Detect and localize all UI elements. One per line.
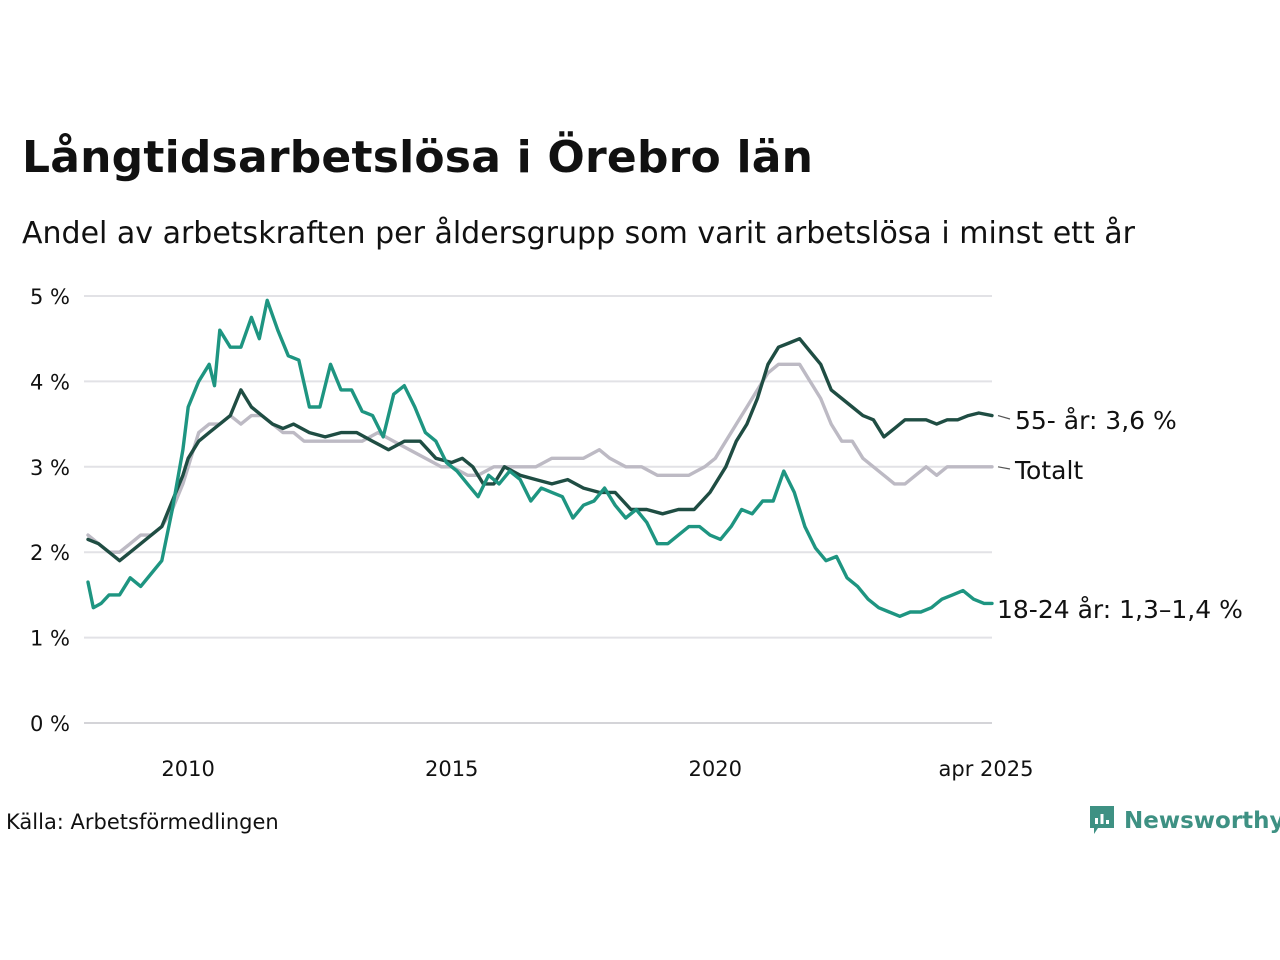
series-labels: Totalt 55- år: 3,6 % 18-24 år: 1,3–1,4 % bbox=[997, 406, 1243, 624]
y-tick-label: 4 % bbox=[30, 370, 70, 394]
series-line-2 bbox=[86, 298, 994, 618]
series-lines bbox=[86, 298, 994, 618]
series-label: 18-24 år: 1,3–1,4 % bbox=[997, 595, 1243, 624]
x-tick-label: 2010 bbox=[161, 757, 214, 781]
series-label-connector bbox=[997, 414, 1011, 420]
series-label-connector bbox=[997, 466, 1011, 470]
series-line-1 bbox=[86, 337, 994, 563]
y-axis-ticks: 0 % 1 % 2 % 3 % 4 % 5 % bbox=[30, 285, 70, 736]
x-axis-ticks: 2010 2015 2020 apr 2025 bbox=[161, 757, 1033, 781]
y-tick-label: 0 % bbox=[30, 712, 70, 736]
x-tick-label: 2015 bbox=[425, 757, 478, 781]
x-tick-label: 2020 bbox=[689, 757, 742, 781]
y-tick-label: 2 % bbox=[30, 541, 70, 565]
y-tick-label: 1 % bbox=[30, 627, 70, 651]
y-tick-label: 3 % bbox=[30, 456, 70, 480]
x-tick-label: apr 2025 bbox=[939, 757, 1034, 781]
source-note: Källa: Arbetsförmedlingen bbox=[6, 810, 279, 834]
brand-logo: Newsworthy bbox=[1088, 804, 1280, 838]
brand-name: Newsworthy bbox=[1124, 808, 1280, 834]
series-label: 55- år: 3,6 % bbox=[1015, 406, 1177, 435]
gridlines bbox=[84, 295, 992, 724]
series-label: Totalt bbox=[1014, 456, 1083, 485]
chart-title: Långtidsarbetslösa i Örebro län bbox=[22, 132, 814, 183]
series-line-0 bbox=[86, 362, 994, 554]
y-tick-label: 5 % bbox=[30, 285, 70, 309]
newsworthy-logo-icon bbox=[1090, 806, 1114, 834]
chart-subtitle: Andel av arbetskraften per åldersgrupp s… bbox=[22, 216, 1135, 251]
